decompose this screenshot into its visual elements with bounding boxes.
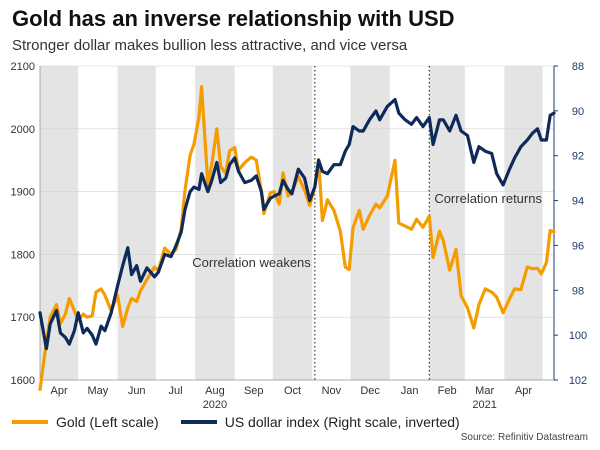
y-right-tick-label: 96 xyxy=(572,240,584,252)
x-tick-label: Jan xyxy=(401,385,419,397)
y-left-tick-label: 1700 xyxy=(11,312,35,324)
x-tick-label: Mar xyxy=(475,385,494,397)
legend-label-usd: US dollar index (Right scale, inverted) xyxy=(224,414,460,430)
annotation-correlation-weakens: Correlation weakens xyxy=(192,255,311,270)
usd-series-line xyxy=(38,98,556,351)
month-shade xyxy=(504,66,543,380)
legend-item-usd: US dollar index (Right scale, inverted) xyxy=(180,414,460,430)
month-shade xyxy=(272,66,313,380)
x-tick-label: Apr xyxy=(515,385,532,397)
y-left-tick-label: 2100 xyxy=(11,61,35,73)
x-tick-label: Oct xyxy=(284,385,301,397)
x-tick-label: Dec xyxy=(360,385,380,397)
x-tick-label: May xyxy=(87,385,108,397)
legend-swatch-usd xyxy=(180,420,217,424)
chart-subtitle: Stronger dollar makes bullion less attra… xyxy=(12,37,408,54)
x-year-label: 2020 xyxy=(203,399,227,410)
y-right-tick-label: 90 xyxy=(572,106,584,118)
gold-series-line xyxy=(38,85,556,391)
y-left-tick-label: 1900 xyxy=(11,187,35,199)
y-right-tick-label: 100 xyxy=(569,330,587,342)
y-right-tick-label: 102 xyxy=(569,375,587,387)
y-left-tick-label: 1800 xyxy=(11,249,35,261)
y-right-tick-label: 92 xyxy=(572,151,584,163)
annotation-correlation-returns: Correlation returns xyxy=(434,191,542,206)
x-year-label: 2021 xyxy=(472,399,496,410)
month-shade xyxy=(117,66,156,380)
y-left-tick-label: 2000 xyxy=(11,124,35,136)
source-note: Source: Refinitiv Datastream xyxy=(460,432,588,443)
y-right-tick-label: 94 xyxy=(572,196,584,208)
y-right-tick-label: 88 xyxy=(572,61,584,73)
month-shade xyxy=(429,66,465,380)
legend: Gold (Left scale) US dollar index (Right… xyxy=(12,414,482,430)
y-left-tick-label: 1600 xyxy=(11,375,35,387)
month-shade xyxy=(195,66,235,380)
x-tick-label: Feb xyxy=(438,385,457,397)
y-right-tick-label: 98 xyxy=(572,285,584,297)
x-tick-label: Aug xyxy=(205,385,225,397)
x-tick-label: Nov xyxy=(322,385,342,397)
legend-item-gold: Gold (Left scale) xyxy=(12,414,159,430)
chart-title: Gold has an inverse relationship with US… xyxy=(12,6,455,31)
chart: 1600 1700 1800 1900 2000 2100 88 90 92 94 96 98 100 1… xyxy=(11,61,588,410)
x-tick-label: Sep xyxy=(244,385,264,397)
x-tick-label: Apr xyxy=(51,385,68,397)
legend-label-gold: Gold (Left scale) xyxy=(56,414,159,430)
legend-swatch-gold xyxy=(12,420,48,424)
x-tick-label: Jul xyxy=(168,385,182,397)
x-tick-label: Jun xyxy=(128,385,146,397)
